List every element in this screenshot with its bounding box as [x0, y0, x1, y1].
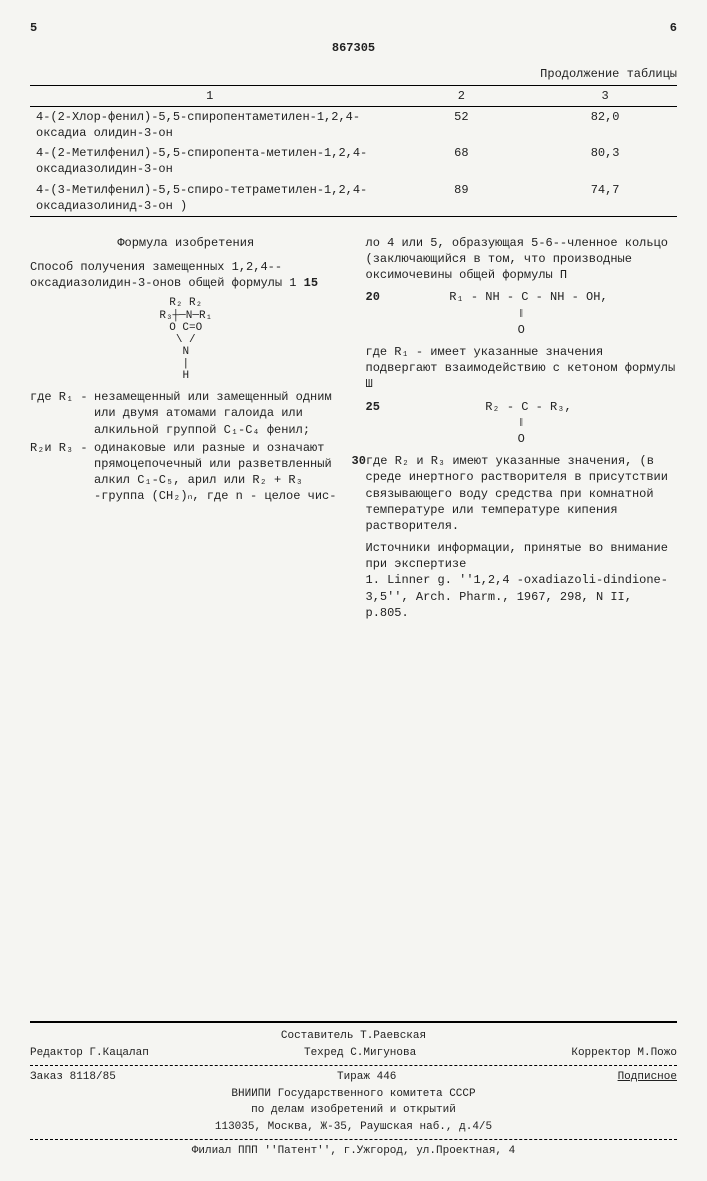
line-marker-30: 30	[352, 453, 366, 469]
sources-body: 1. Linner g. ''1,2,4 -oxadiazoli-dindion…	[366, 572, 678, 621]
order-number: Заказ 8118/85	[30, 1070, 116, 1085]
r1-meaning: где R₁ - имеет указанные значения подвер…	[366, 344, 678, 393]
left-column: Формула изобретения Способ получения зам…	[30, 235, 342, 621]
page-num-left: 5	[30, 20, 37, 36]
tirazh: Тираж 446	[337, 1070, 396, 1085]
org-line-2: по делам изобретений и открытий	[30, 1103, 677, 1118]
techred: Техред С.Мигунова	[304, 1046, 416, 1061]
r2r3-definition: одинаковые или разные и означают прямоце…	[94, 440, 342, 505]
invention-formula-title: Формула изобретения	[30, 235, 342, 251]
page-num-right: 6	[670, 20, 677, 36]
r1-definition: незамещенный или замещенный одним или дв…	[94, 389, 342, 438]
line-marker-20: 20	[366, 289, 380, 305]
ring-continuation: ло 4 или 5, образующая 5-6--членное коль…	[366, 235, 678, 251]
podpisnoe: Подписное	[618, 1070, 677, 1085]
line-marker-15: 15	[304, 276, 318, 290]
address-1: 113035, Москва, Ж-35, Раушская наб., д.4…	[30, 1120, 677, 1135]
abstract-paragraph: Способ получения замещенных 1,2,4--оксад…	[30, 259, 342, 291]
table-row: 4-(3-Метилфенил)-5,5-спиро-тетраметилен-…	[30, 180, 677, 217]
sources-title: Источники информации, принятые во вниман…	[366, 540, 678, 572]
col-header-3: 3	[533, 85, 677, 106]
right-column: ло 4 или 5, образующая 5-6--членное коль…	[366, 235, 678, 621]
col-header-1: 1	[30, 85, 389, 106]
formula-2: 20 R₁ - NH - C - NH - OH, ‖ O	[366, 289, 678, 338]
line-marker-25: 25	[366, 399, 380, 415]
col-header-2: 2	[389, 85, 533, 106]
reaction-conditions: 30 где R₂ и R₃ имеют указанные значения,…	[366, 453, 678, 534]
filial: Филиал ППП ''Патент'', г.Ужгород, ул.Про…	[30, 1144, 677, 1159]
table-continuation-label: Продолжение таблицы	[30, 66, 677, 82]
document-number: 867305	[30, 40, 677, 56]
r2r3-label: R₂и R₃ -	[30, 440, 94, 505]
formula-3: 25 R₂ - C - R₃, ‖ O	[366, 399, 678, 448]
table-row: 4-(2-Хлор-фенил)-5,5-спиропентаметилен-1…	[30, 106, 677, 143]
table-row: 4-(2-Метилфенил)-5,5-спиропента-метилен-…	[30, 143, 677, 179]
publication-footer: Составитель Т.Раевская Редактор Г.Кацала…	[30, 1021, 677, 1159]
editor: Редактор Г.Кацалап	[30, 1046, 149, 1061]
r1-label: где R₁ -	[30, 389, 94, 438]
compiler: Составитель Т.Раевская	[30, 1029, 677, 1044]
corrector: Корректор М.Пожо	[571, 1046, 677, 1061]
org-line-1: ВНИИПИ Государственного комитета СССР	[30, 1087, 677, 1102]
structure-formula-1: R₂ R₂ R₃┼─N─R₁ O C=O \ / N | H	[30, 297, 342, 383]
claim-clause: (заключающийся в том, что производные ок…	[366, 251, 678, 283]
results-table: 1 2 3 4-(2-Хлор-фенил)-5,5-спиропентамет…	[30, 85, 677, 217]
